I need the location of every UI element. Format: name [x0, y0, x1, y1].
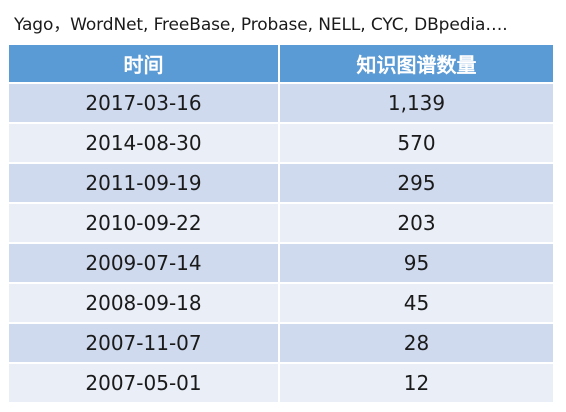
cell-count: 12 — [280, 364, 553, 404]
cell-date: 2007-11-07 — [9, 324, 280, 364]
header-count: 知识图谱数量 — [280, 45, 553, 84]
cell-count: 295 — [280, 164, 553, 204]
cell-count: 45 — [280, 284, 553, 324]
cell-count: 1,139 — [280, 84, 553, 124]
table-row: 2014-08-30 570 — [9, 124, 553, 164]
cell-date: 2009-07-14 — [9, 244, 280, 284]
table-row: 2010-09-22 203 — [9, 204, 553, 244]
cell-count: 95 — [280, 244, 553, 284]
table-row: 2011-09-19 295 — [9, 164, 553, 204]
table-row: 2008-09-18 45 — [9, 284, 553, 324]
cell-date: 2014-08-30 — [9, 124, 280, 164]
cell-date: 2017-03-16 — [9, 84, 280, 124]
cell-date: 2007-05-01 — [9, 364, 280, 404]
cell-count: 203 — [280, 204, 553, 244]
table-header-row: 时间 知识图谱数量 — [9, 45, 553, 84]
cell-count: 570 — [280, 124, 553, 164]
knowledge-graph-table: 时间 知识图谱数量 2017-03-16 1,139 2014-08-30 57… — [9, 45, 553, 404]
caption-text: Yago，WordNet, FreeBase, Probase, NELL, C… — [14, 15, 508, 35]
table-row: 2007-05-01 12 — [9, 364, 553, 404]
table-row: 2009-07-14 95 — [9, 244, 553, 284]
cell-date: 2010-09-22 — [9, 204, 280, 244]
cell-date: 2008-09-18 — [9, 284, 280, 324]
header-date: 时间 — [9, 45, 280, 84]
table-row: 2007-11-07 28 — [9, 324, 553, 364]
table-row: 2017-03-16 1,139 — [9, 84, 553, 124]
cell-date: 2011-09-19 — [9, 164, 280, 204]
cell-count: 28 — [280, 324, 553, 364]
